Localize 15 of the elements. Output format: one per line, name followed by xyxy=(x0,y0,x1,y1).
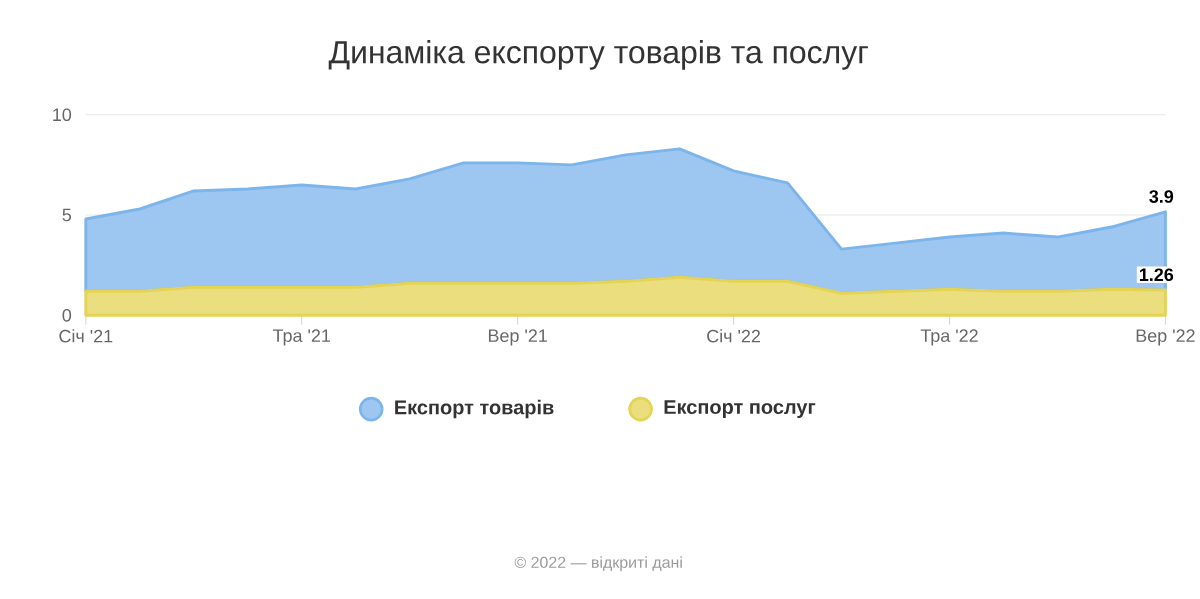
text: © 2022 — відкриті дані xyxy=(514,556,682,572)
x-tick-label: Січ '22 xyxy=(707,329,761,343)
legend-label: Експорт товарів xyxy=(395,399,554,419)
legend-label: Експорт послуг xyxy=(664,400,816,419)
x-tick-label: Тра '22 xyxy=(920,329,978,346)
y-tick-label: 5 xyxy=(62,208,72,222)
x-tick-label: Вер '21 xyxy=(488,329,547,346)
y-tick-label: 10 xyxy=(53,108,72,122)
data-label: 3.9 xyxy=(1149,190,1174,204)
y-tick-label: 0 xyxy=(62,309,72,322)
x-tick-label: Січ '21 xyxy=(59,329,113,343)
x-tick-label: Тра '21 xyxy=(272,329,331,346)
x-tick-label: Вер '22 xyxy=(1136,329,1195,346)
chart-title: Динаміка експорту товарів та послуг xyxy=(328,40,868,70)
data-label: 1.26 xyxy=(1139,268,1174,282)
